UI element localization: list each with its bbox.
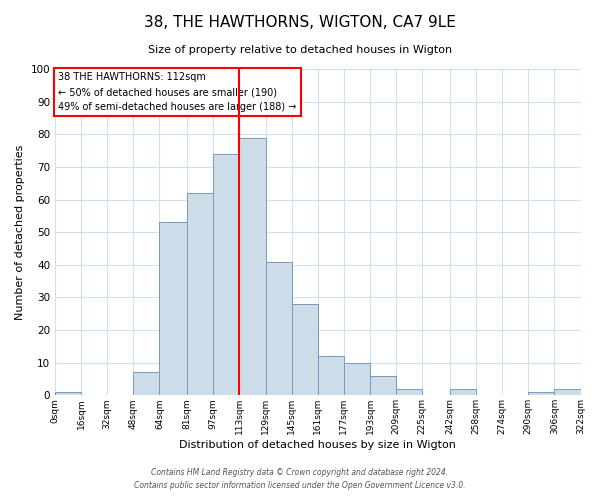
Bar xyxy=(292,304,318,396)
Bar xyxy=(266,262,292,396)
X-axis label: Distribution of detached houses by size in Wigton: Distribution of detached houses by size … xyxy=(179,440,456,450)
Bar xyxy=(55,392,81,396)
Bar xyxy=(187,193,214,396)
Y-axis label: Number of detached properties: Number of detached properties xyxy=(15,144,25,320)
Bar xyxy=(344,362,370,396)
Text: 38, THE HAWTHORNS, WIGTON, CA7 9LE: 38, THE HAWTHORNS, WIGTON, CA7 9LE xyxy=(144,15,456,30)
Bar xyxy=(528,392,554,396)
Bar xyxy=(214,154,239,396)
Text: 38 THE HAWTHORNS: 112sqm
← 50% of detached houses are smaller (190)
49% of semi-: 38 THE HAWTHORNS: 112sqm ← 50% of detach… xyxy=(58,72,296,112)
Bar xyxy=(396,389,422,396)
Bar xyxy=(450,389,476,396)
Bar xyxy=(318,356,344,396)
Bar xyxy=(554,389,581,396)
Bar xyxy=(370,376,396,396)
Bar xyxy=(160,222,187,396)
Bar xyxy=(239,138,266,396)
Text: Size of property relative to detached houses in Wigton: Size of property relative to detached ho… xyxy=(148,45,452,55)
Text: Contains HM Land Registry data © Crown copyright and database right 2024.
Contai: Contains HM Land Registry data © Crown c… xyxy=(134,468,466,489)
Bar xyxy=(133,372,160,396)
